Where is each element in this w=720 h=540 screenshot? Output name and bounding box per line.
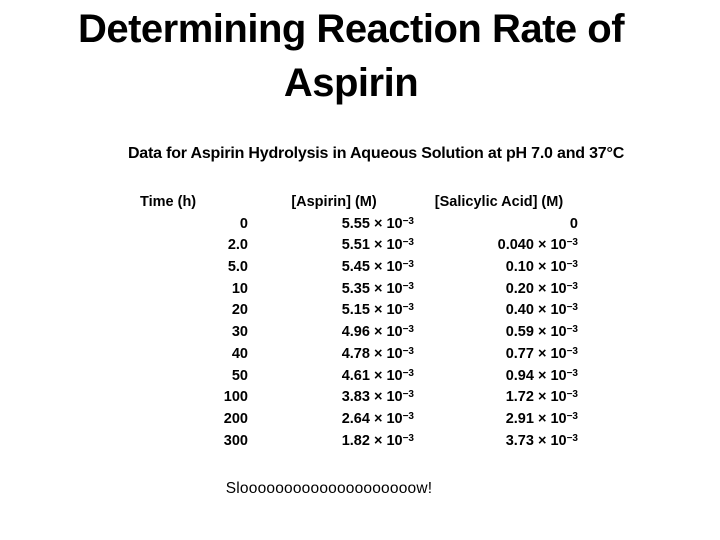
table-row: 50 4.61 × 10−3 0.94 × 10−3 (140, 366, 580, 388)
cell-time: 30 (231, 324, 248, 341)
table-row: 20 5.15 × 10−3 0.40 × 10−3 (140, 300, 580, 322)
cell-aspirin: 4.61 × 10−3 (341, 367, 414, 384)
cell-salicylic: 1.72 × 10−3 (505, 389, 578, 406)
cell-salicylic: 0.77 × 10−3 (505, 345, 578, 362)
table-row: 0 5.55 × 10−3 0 (140, 214, 580, 236)
table-row: 5.0 5.45 × 10−3 0.10 × 10−3 (140, 257, 580, 279)
cell-time: 100 (223, 389, 248, 406)
cell-time: 40 (231, 345, 248, 362)
cell-salicylic: 0.10 × 10−3 (505, 259, 578, 276)
cell-time: 20 (231, 302, 248, 319)
cell-salicylic: 0.59 × 10−3 (505, 324, 578, 341)
table-row: 2.0 5.51 × 10−3 0.040 × 10−3 (140, 235, 580, 257)
col-header-aspirin: [Aspirin] (M) (291, 194, 377, 210)
table-caption: Data for Aspirin Hydrolysis in Aqueous S… (127, 145, 625, 162)
table-row: 10 5.35 × 10−3 0.20 × 10−3 (140, 279, 580, 301)
col-header-time: Time (h) (140, 194, 197, 210)
cell-aspirin: 1.82 × 10−3 (341, 432, 414, 449)
cell-time: 200 (223, 410, 248, 427)
table-row: 200 2.64 × 10−3 2.91 × 10−3 (140, 409, 580, 431)
cell-time: 0 (239, 215, 248, 232)
cell-aspirin: 4.78 × 10−3 (341, 345, 414, 362)
table-row: 40 4.78 × 10−3 0.77 × 10−3 (140, 344, 580, 366)
title-line-2: Aspirin (283, 61, 419, 105)
col-header-salicylic: [Salicylic Acid] (M) (434, 194, 564, 210)
cell-time: 10 (231, 280, 248, 297)
cell-time: 2.0 (227, 237, 248, 254)
cell-salicylic: 0.20 × 10−3 (505, 280, 578, 297)
title-line-1: Determining Reaction Rate of (77, 7, 625, 51)
table-row: 30 4.96 × 10−3 0.59 × 10−3 (140, 322, 580, 344)
cell-salicylic: 0.40 × 10−3 (505, 302, 578, 319)
cell-aspirin: 5.45 × 10−3 (341, 259, 414, 276)
footer-note: Sloooooooooooooooooooow! (225, 480, 433, 497)
cell-aspirin: 5.55 × 10−3 (341, 215, 414, 232)
cell-aspirin: 3.83 × 10−3 (341, 389, 414, 406)
cell-time: 50 (231, 367, 248, 384)
table-header-row: Time (h) [Aspirin] (M) [Salicylic Acid] … (140, 192, 580, 214)
cell-aspirin: 4.96 × 10−3 (341, 324, 414, 341)
cell-aspirin: 5.35 × 10−3 (341, 280, 414, 297)
cell-aspirin: 2.64 × 10−3 (341, 410, 414, 427)
data-table: Time (h) [Aspirin] (M) [Salicylic Acid] … (140, 192, 580, 452)
table-row: 100 3.83 × 10−3 1.72 × 10−3 (140, 387, 580, 409)
table-row: 300 1.82 × 10−3 3.73 × 10−3 (140, 431, 580, 453)
cell-time: 300 (223, 432, 248, 449)
cell-salicylic: 0.040 × 10−3 (497, 237, 578, 254)
cell-aspirin: 5.51 × 10−3 (341, 237, 414, 254)
cell-salicylic: 3.73 × 10−3 (505, 432, 578, 449)
cell-salicylic: 0 (569, 215, 578, 232)
cell-time: 5.0 (227, 259, 248, 276)
cell-aspirin: 5.15 × 10−3 (341, 302, 414, 319)
cell-salicylic: 0.94 × 10−3 (505, 367, 578, 384)
cell-salicylic: 2.91 × 10−3 (505, 410, 578, 427)
table-body: 0 5.55 × 10−3 0 2.0 5.51 × 10−3 0.040 × 10−3 5… (140, 214, 580, 453)
page-title: Determining Reaction Rate of Aspirin (0, 2, 702, 110)
